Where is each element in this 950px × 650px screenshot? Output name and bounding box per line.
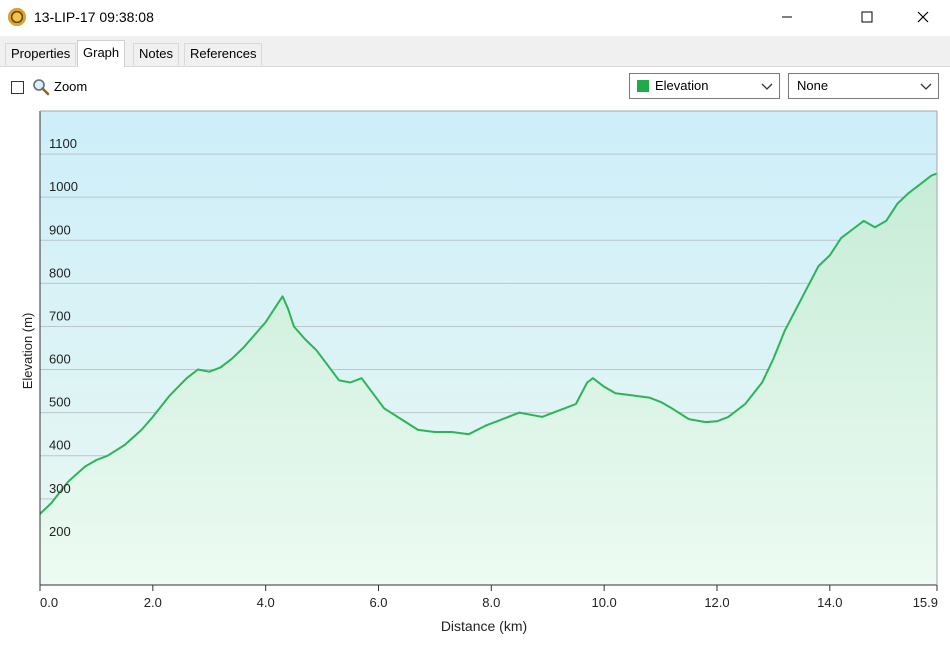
y-tick-label: 300 xyxy=(49,481,71,496)
close-icon xyxy=(917,11,929,23)
y-axis-label: Elevation (m) xyxy=(20,313,35,390)
x-tick-label: 12.0 xyxy=(704,595,729,610)
zoom-checkbox[interactable] xyxy=(11,81,24,94)
second-series-select[interactable]: None xyxy=(788,73,939,99)
tab-strip: Properties Graph Notes References xyxy=(0,36,950,67)
x-tick-label: 6.0 xyxy=(369,595,387,610)
chevron-down-icon xyxy=(920,83,932,90)
minimize-icon xyxy=(782,16,792,18)
series-select-value: Elevation xyxy=(655,78,709,93)
app-icon xyxy=(8,8,26,26)
magnifier-icon xyxy=(33,79,50,96)
series-color-swatch xyxy=(637,80,649,92)
elevation-chart[interactable]: 200 300 400 500 600 700 800 900 1000 1100 0.0 2.0 4… xyxy=(0,108,950,650)
x-tick-label: 8.0 xyxy=(482,595,500,610)
close-button[interactable] xyxy=(900,0,946,34)
tab-properties[interactable]: Properties xyxy=(5,43,77,65)
y-tick-label: 900 xyxy=(49,222,71,237)
y-tick-label: 400 xyxy=(49,438,71,453)
series-select[interactable]: Elevation xyxy=(629,73,780,99)
tab-graph[interactable]: Graph xyxy=(77,40,126,67)
maximize-icon xyxy=(861,11,873,23)
tab-notes[interactable]: Notes xyxy=(133,43,179,65)
maximize-button[interactable] xyxy=(844,0,890,34)
title-bar: 13-LIP-17 09:38:08 xyxy=(0,0,950,36)
zoom-label: Zoom xyxy=(54,79,88,94)
axes xyxy=(39,110,938,591)
y-tick-label: 1000 xyxy=(49,179,78,194)
y-tick-label: 600 xyxy=(49,352,71,367)
x-axis-label: Distance (km) xyxy=(441,618,527,634)
chevron-down-icon xyxy=(761,83,773,90)
minimize-button[interactable] xyxy=(764,0,810,34)
y-tick-label: 500 xyxy=(49,395,71,410)
second-select-value: None xyxy=(797,78,829,93)
y-tick-label: 700 xyxy=(49,308,71,323)
x-tick-label: 2.0 xyxy=(144,595,162,610)
x-tick-label: 15.9 xyxy=(913,595,938,610)
x-tick-label: 0.0 xyxy=(40,595,58,610)
tab-references[interactable]: References xyxy=(184,43,263,65)
x-tick-label: 10.0 xyxy=(591,595,616,610)
elevation-line xyxy=(39,172,938,515)
y-tick-label: 800 xyxy=(49,265,71,280)
elevation-area xyxy=(40,173,937,585)
x-tick-label: 14.0 xyxy=(817,595,842,610)
y-tick-labels: 200 300 400 500 600 700 800 900 1000 1100 xyxy=(49,136,78,539)
x-tick-labels: 0.0 2.0 4.0 6.0 8.0 10.0 12.0 14.0 15.9 xyxy=(40,595,938,610)
y-tick-label: 200 xyxy=(49,524,71,539)
x-tick-label: 4.0 xyxy=(257,595,275,610)
window-title: 13-LIP-17 09:38:08 xyxy=(34,9,154,25)
y-tick-label: 1100 xyxy=(49,136,77,151)
